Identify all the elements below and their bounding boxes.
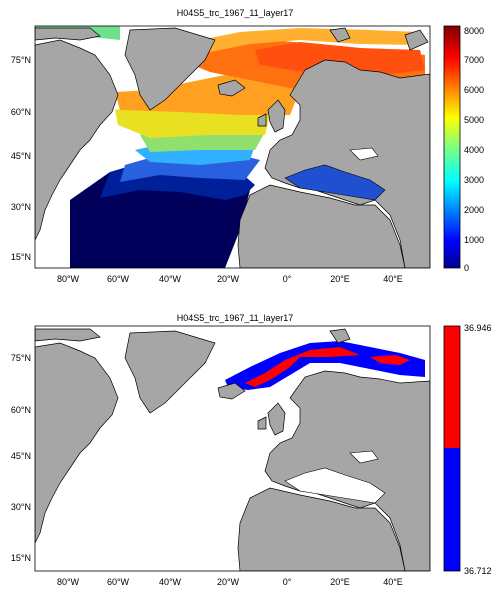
lat-tick: 60°N: [11, 107, 31, 117]
lat-axis-top: 75°N 60°N 45°N 30°N 15°N: [11, 55, 31, 262]
colorbar-bottom: [443, 325, 461, 572]
lon-tick: 60°W: [107, 577, 130, 587]
colorbar-tick-max: 36.946: [464, 323, 492, 333]
lon-tick: 40°W: [159, 577, 182, 587]
lon-tick: 20°W: [217, 274, 240, 284]
land-bottom: [35, 328, 430, 571]
colorbar-tick: 3000: [464, 175, 484, 185]
lat-tick: 45°N: [11, 151, 31, 161]
lon-tick: 40°W: [159, 274, 182, 284]
lon-tick: 80°W: [57, 577, 80, 587]
lon-tick: 60°W: [107, 274, 130, 284]
tracer-field-top: [35, 26, 425, 268]
colorbar-tick: 0: [464, 263, 469, 273]
lon-axis-top: 80°W 60°W 40°W 20°W 0° 20°E 40°E: [57, 274, 403, 284]
colorbar-tick: 4000: [464, 145, 484, 155]
map-svg-top: 75°N 60°N 45°N 30°N 15°N 80°W 60°W 40°W …: [11, 25, 484, 284]
lon-tick: 20°E: [330, 577, 350, 587]
lat-axis-bottom: 75°N 60°N 45°N 30°N 15°N: [11, 353, 31, 563]
colorbar-tick: 5000: [464, 115, 484, 125]
lat-tick: 15°N: [11, 553, 31, 563]
lat-tick: 30°N: [11, 202, 31, 212]
map-panel-bottom: H04S5_trc_1967_11_layer17: [0, 305, 500, 600]
lat-tick: 45°N: [11, 451, 31, 461]
lon-tick: 40°E: [383, 274, 403, 284]
tracer-field-bottom: [225, 341, 425, 390]
mediterranean-top: [284, 164, 386, 201]
lon-tick: 20°W: [217, 577, 240, 587]
lon-tick: 0°: [283, 274, 292, 284]
colorbar-tick: 6000: [464, 85, 484, 95]
colorbar-top: [443, 25, 461, 269]
colorbar-tick: 7000: [464, 55, 484, 65]
lat-tick: 60°N: [11, 405, 31, 415]
lat-tick: 30°N: [11, 502, 31, 512]
lon-tick: 40°E: [383, 577, 403, 587]
map-svg-bottom: 75°N 60°N 45°N 30°N 15°N 80°W 60°W 40°W …: [11, 323, 492, 587]
lon-tick: 20°E: [330, 274, 350, 284]
colorbar-tick: 2000: [464, 205, 484, 215]
lon-tick: 0°: [283, 577, 292, 587]
lat-tick: 15°N: [11, 252, 31, 262]
map-title-bottom: H04S5_trc_1967_11_layer17: [176, 313, 294, 323]
colorbar-tick: 8000: [464, 26, 484, 36]
lon-tick: 80°W: [57, 274, 80, 284]
colorbar-tick-min: 36.712: [464, 566, 492, 576]
map-title-top: H04S5_trc_1967_11_layer17: [176, 8, 294, 18]
land-top: [35, 27, 430, 268]
map-panel-top: H04S5_trc_1967_11_layer17: [0, 0, 500, 295]
lat-tick: 75°N: [11, 55, 31, 65]
colorbar-ticks-top: 8000 7000 6000 5000 4000 3000 2000 1000 …: [464, 26, 484, 273]
colorbar-tick: 1000: [464, 235, 484, 245]
lon-axis-bottom: 80°W 60°W 40°W 20°W 0° 20°E 40°E: [57, 577, 403, 587]
lat-tick: 75°N: [11, 353, 31, 363]
